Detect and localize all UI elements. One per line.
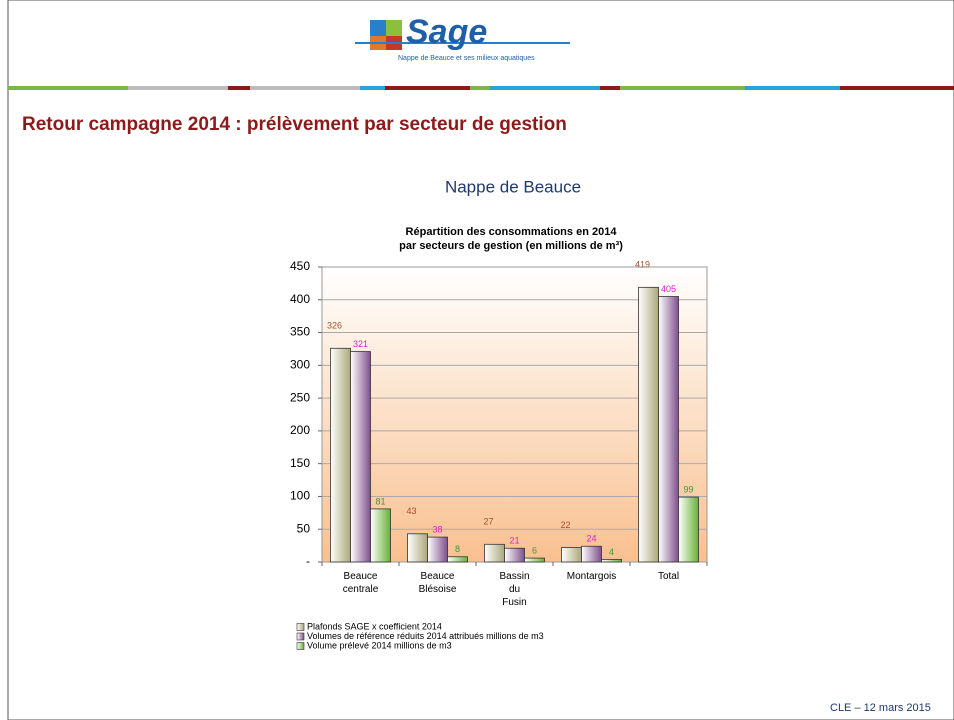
bar — [658, 296, 679, 563]
bar — [484, 543, 505, 563]
data-label: 99 — [683, 484, 693, 494]
slide-frame — [7, 0, 954, 720]
data-label: 405 — [661, 284, 676, 294]
legend-label: Volumes de référence réduits 2014 attrib… — [307, 631, 544, 641]
bar — [524, 557, 545, 563]
bar — [601, 558, 622, 563]
data-label: 22 — [560, 520, 570, 530]
logo-text: Sage — [406, 13, 487, 51]
y-tick-label: 250 — [290, 390, 310, 404]
slide-title: Retour campagne 2014 : prélèvement par s… — [22, 114, 567, 135]
chart-heading: Nappe de Beauce — [445, 177, 581, 196]
data-label: 81 — [375, 496, 385, 506]
y-tick-label: 50 — [297, 521, 311, 535]
logo: Sage Nappe de Beauce et ses milieux aqua… — [355, 13, 570, 62]
bar — [678, 496, 699, 563]
data-label: 419 — [635, 260, 650, 270]
y-tick-label: 100 — [290, 489, 310, 503]
x-tick-label: Beauce Blésoise — [419, 571, 457, 595]
logo-tagline: Nappe de Beauce et ses milieux aquatique… — [398, 55, 535, 62]
data-label: 321 — [353, 339, 368, 349]
y-tick-label: 300 — [290, 358, 310, 372]
x-tick-label: Montargois — [567, 571, 616, 582]
data-label: 4 — [609, 547, 614, 557]
data-label: 38 — [432, 524, 442, 534]
x-tick-label: Bassin du Fusin — [499, 571, 529, 608]
x-tick-label: Total — [658, 571, 679, 582]
color-stripe — [8, 86, 954, 90]
footer: CLE – 12 mars 2015 — [830, 702, 931, 714]
y-tick-label: - — [306, 554, 310, 568]
bar — [638, 286, 659, 563]
bar — [350, 351, 371, 563]
bar — [581, 545, 602, 563]
data-label: 8 — [455, 544, 460, 554]
legend-label: Plafonds SAGE x coefficient 2014 — [307, 621, 442, 631]
legend-swatch — [296, 632, 305, 641]
y-tick-label: 350 — [290, 325, 310, 339]
bar — [370, 508, 391, 563]
bar — [330, 347, 351, 563]
legend-swatch — [296, 623, 305, 631]
bar — [504, 547, 525, 563]
x-tick-label: Beauce centrale — [343, 571, 379, 595]
y-tick-label: 200 — [290, 423, 310, 437]
legend-label: Volume prélevé 2014 millions de m3 — [307, 640, 452, 650]
chart: - 50 100 150 200 250 300 350 400 450 Beauce central… — [290, 259, 708, 650]
bar — [447, 556, 468, 563]
data-label: 21 — [509, 536, 519, 546]
bar — [427, 536, 448, 563]
bar — [561, 547, 582, 563]
y-tick-label: 150 — [290, 456, 310, 470]
chart-title: par secteurs de gestion (en millions de … — [399, 240, 623, 252]
data-label: 6 — [532, 545, 537, 555]
data-label: 24 — [586, 534, 596, 544]
data-label: 326 — [327, 321, 342, 331]
legend-swatch — [296, 642, 305, 650]
chart-title: Répartition des consommations en 2014 — [406, 226, 618, 238]
y-tick-label: 450 — [290, 259, 310, 273]
bar — [407, 533, 428, 563]
data-label: 43 — [406, 506, 416, 516]
y-tick-label: 400 — [290, 292, 310, 306]
data-label: 27 — [483, 517, 493, 527]
